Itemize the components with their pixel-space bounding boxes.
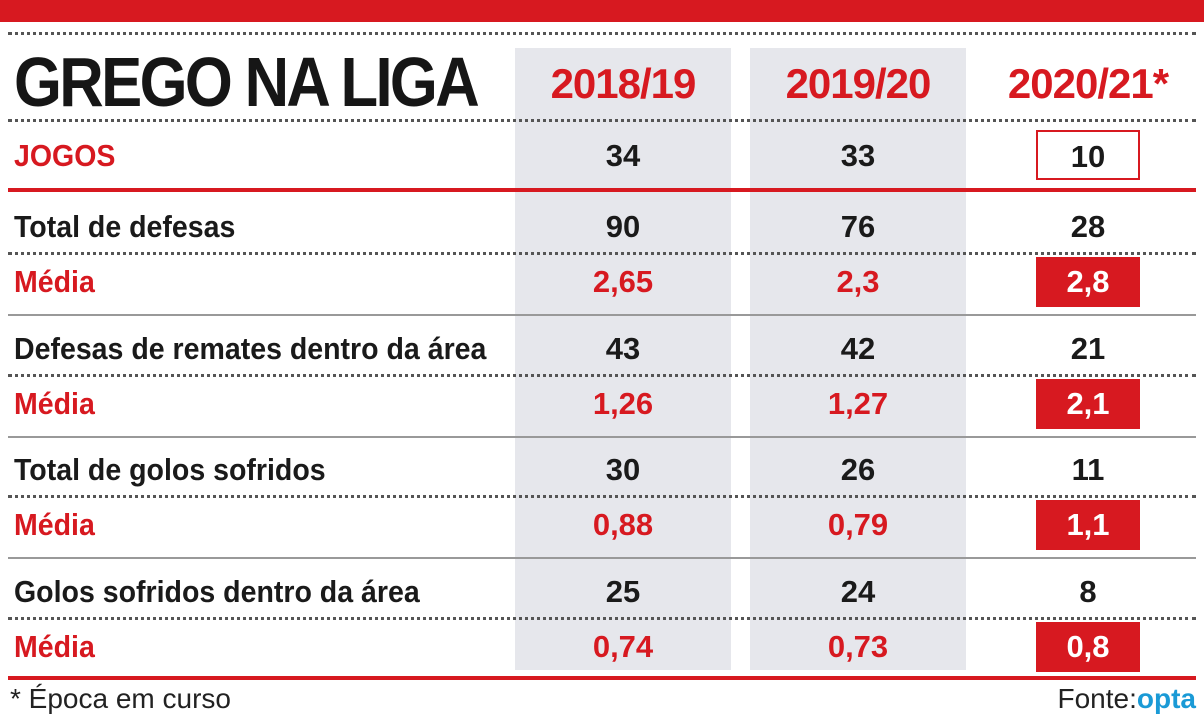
row-divider <box>8 557 1196 559</box>
cell-value: 26 <box>840 452 876 487</box>
highlight-average: 1,1 <box>1036 500 1140 550</box>
page-title: GREGO NA LIGA <box>14 43 480 121</box>
cell-value: 30 <box>605 452 641 487</box>
opta-logo: opta <box>1136 683 1196 714</box>
cell-average: 2,65 <box>592 264 654 299</box>
cell-value: 28 <box>1070 209 1106 244</box>
cell-average: 1,26 <box>592 385 654 421</box>
row-label-media: Média <box>14 264 95 299</box>
cell-value: 76 <box>840 209 876 244</box>
divider <box>8 119 1196 122</box>
divider <box>8 373 1196 377</box>
cell-value: 8 <box>1079 573 1097 609</box>
row-label: Golos sofridos dentro da área <box>14 573 420 609</box>
cell-average: 0,88 <box>592 507 654 542</box>
red-divider <box>8 188 1196 192</box>
divider <box>8 616 1196 620</box>
row-label: Total de defesas <box>14 209 236 244</box>
cell-average: 0,74 <box>592 628 654 664</box>
column-bg-2019 <box>750 48 966 670</box>
highlight-average: 2,1 <box>1036 378 1140 429</box>
top-red-bar <box>0 0 1204 22</box>
cell-average: 1,27 <box>827 385 889 421</box>
cell-value: 43 <box>605 330 641 366</box>
column-bg-2018 <box>515 48 731 670</box>
divider <box>8 252 1196 255</box>
highlight-cell: 10 <box>1036 130 1140 180</box>
column-header: 2019/20 <box>785 60 932 107</box>
cell-value: 21 <box>1070 330 1106 366</box>
column-header: 2018/19 <box>550 60 697 107</box>
row-divider <box>8 314 1196 316</box>
cell-value: 33 <box>840 138 876 173</box>
highlight-average: 0,8 <box>1036 621 1140 672</box>
row-label-media: Média <box>14 628 95 664</box>
highlight-average: 2,8 <box>1036 257 1140 307</box>
cell-average: 0,79 <box>827 507 889 542</box>
cell-value: 25 <box>605 573 641 609</box>
row-label-jogos: JOGOS <box>14 138 116 173</box>
cell-value: 34 <box>605 138 641 173</box>
row-label: Total de golos sofridos <box>14 452 326 487</box>
row-label: Defesas de remates dentro da área <box>14 330 487 366</box>
row-divider <box>8 435 1196 438</box>
cell-average: 2,3 <box>836 264 880 299</box>
cell-average: 0,73 <box>827 628 889 664</box>
footnote: * Época em curso <box>10 683 231 714</box>
cell-value: 24 <box>840 573 876 609</box>
column-header: 2020/21* <box>1007 60 1169 107</box>
row-label-media: Média <box>14 507 95 542</box>
row-label-media: Média <box>14 385 95 421</box>
cell-value: 42 <box>840 330 876 366</box>
cell-value: 11 <box>1071 452 1105 487</box>
source-label: Fonte: <box>1057 683 1137 714</box>
cell-value: 90 <box>605 209 641 244</box>
divider <box>8 495 1196 498</box>
red-divider <box>8 676 1196 680</box>
divider <box>8 32 1196 35</box>
